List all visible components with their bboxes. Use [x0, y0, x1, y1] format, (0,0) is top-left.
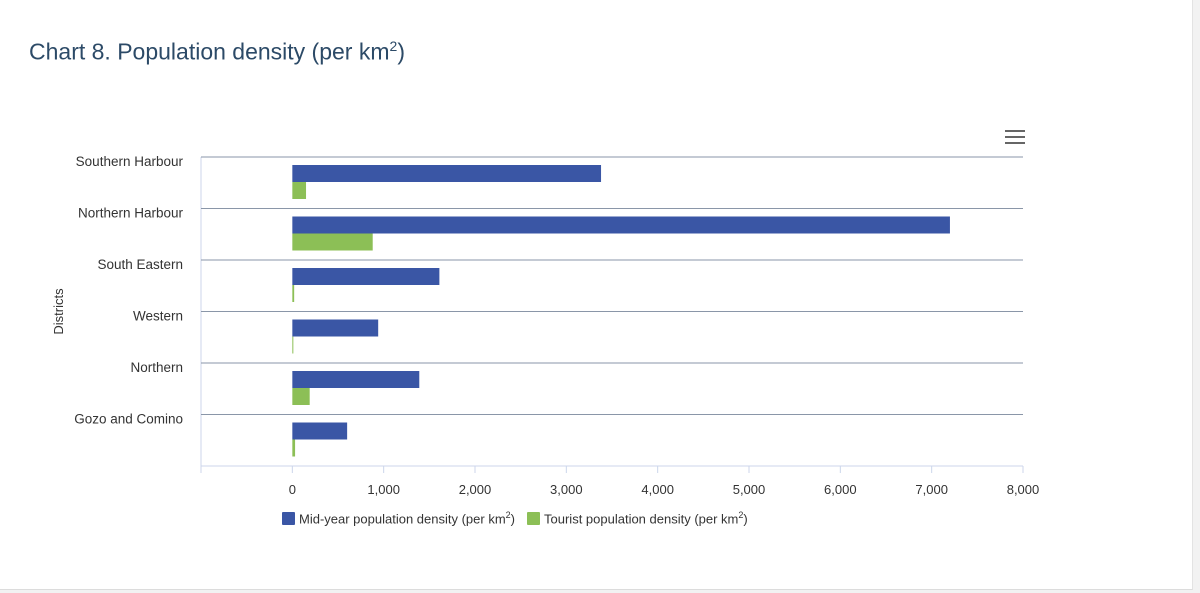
- legend-swatch-mid-year: [282, 511, 295, 525]
- legend-label-tourist: Tourist population density (per km2): [544, 510, 748, 526]
- chart-title-suffix: ): [397, 38, 405, 65]
- category-label: Northern: [130, 360, 183, 375]
- chart-title: Chart 8. Population density (per km2): [29, 38, 405, 66]
- category-label: South Eastern: [97, 257, 183, 272]
- bar-tourist: [292, 388, 310, 405]
- legend-label-tourist-text: Tourist population density (per km: [544, 511, 739, 527]
- legend-label-tourist-suffix: ): [743, 511, 748, 527]
- x-tick-label: 8,000: [1007, 482, 1040, 497]
- chart-title-text: Chart 8. Population density (per km: [29, 38, 390, 65]
- legend-label-mid-year-text: Mid-year population density (per km: [299, 511, 506, 527]
- bar-tourist: [292, 285, 295, 302]
- x-tick-label: 7,000: [915, 482, 948, 497]
- x-tick-label: 5,000: [733, 482, 766, 497]
- category-label: Northern Harbour: [78, 205, 184, 220]
- bar-mid-year: [292, 216, 950, 234]
- bar-tourist: [292, 233, 373, 251]
- bar-tourist: [292, 336, 294, 354]
- legend-item-tourist[interactable]: Tourist population density (per km2): [527, 510, 748, 526]
- y-axis-title: Districts: [51, 288, 66, 335]
- legend-label-mid-year-suffix: ): [510, 511, 516, 527]
- category-label: Southern Harbour: [76, 154, 184, 169]
- menu-line: [1005, 130, 1025, 132]
- x-tick-label: 1,000: [367, 482, 400, 497]
- bar-tourist: [292, 439, 296, 457]
- category-label: Gozo and Comino: [74, 411, 183, 426]
- bar-tourist: [292, 182, 307, 199]
- bar-mid-year: [292, 268, 440, 285]
- chart-legend: Mid-year population density (per km2) To…: [282, 510, 760, 526]
- x-tick-label: 3,000: [550, 482, 583, 497]
- bar-mid-year: [292, 319, 379, 337]
- menu-line: [1005, 142, 1025, 144]
- x-tick-label: 2,000: [459, 482, 492, 497]
- legend-label-tourist-sup: 2: [738, 510, 744, 520]
- menu-line: [1005, 136, 1025, 138]
- bar-mid-year: [292, 371, 420, 388]
- x-tick-label: 4,000: [641, 482, 674, 497]
- hamburger-menu-icon[interactable]: [1005, 130, 1025, 144]
- bar-mid-year: [292, 165, 602, 182]
- bar-mid-year: [292, 422, 348, 440]
- category-label: Western: [133, 308, 183, 323]
- legend-swatch-tourist: [527, 511, 541, 525]
- chart-title-superscript: 2: [389, 38, 398, 54]
- legend-label-mid-year-sup: 2: [505, 510, 511, 520]
- x-tick-label: 0: [289, 482, 296, 497]
- legend-item-mid-year[interactable]: Mid-year population density (per km2): [282, 510, 515, 526]
- legend-label-mid-year: Mid-year population density (per km2): [299, 510, 515, 526]
- x-tick-label: 6,000: [824, 482, 857, 497]
